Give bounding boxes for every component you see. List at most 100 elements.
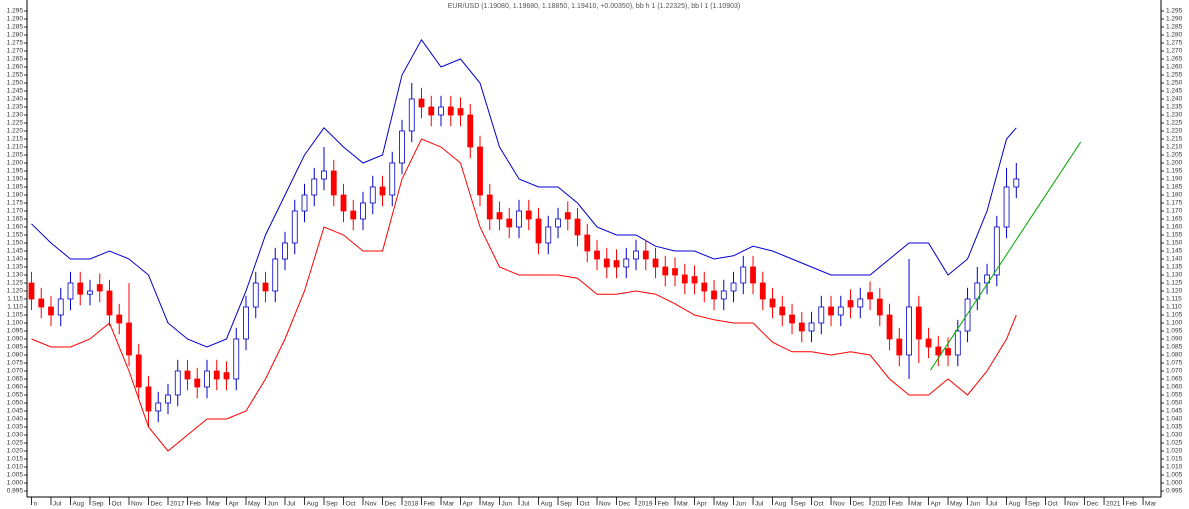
x-tick-label: May — [950, 501, 963, 508]
candle-body — [350, 210, 357, 220]
y-tick-label-right: 1.215 — [1166, 136, 1183, 143]
candle-body — [681, 274, 688, 284]
candle-body — [262, 282, 269, 292]
x-tick-label: Oct — [1048, 501, 1058, 508]
x-tick-label: Aug — [72, 501, 84, 508]
candle-body — [847, 300, 854, 308]
candle-body — [233, 338, 240, 380]
y-tick-label: 1.245 — [7, 88, 24, 95]
y-tick-label-right: 1.050 — [1166, 400, 1183, 407]
y-tick-label-right: 1.180 — [1166, 192, 1183, 199]
y-tick-label: 1.025 — [7, 440, 24, 447]
x-tick-label: Feb — [658, 501, 670, 508]
x-tick-label: Nov — [131, 501, 143, 508]
y-tick-label-right: 1.075 — [1166, 360, 1183, 367]
candle-body — [730, 282, 737, 292]
candle-body — [243, 306, 249, 340]
candle-body — [467, 114, 474, 148]
y-tick-label-right: 1.285 — [1166, 24, 1183, 31]
candle-body — [48, 306, 54, 316]
x-tick-label: Apr — [228, 501, 239, 508]
y-tick-label-right: 1.070 — [1166, 368, 1183, 375]
lower-band — [31, 138, 1017, 452]
candle-body — [399, 130, 405, 164]
x-tick-label: Mar — [911, 501, 923, 508]
y-tick-label: 1.100 — [7, 320, 24, 327]
x-tick-label: Feb — [1126, 501, 1138, 508]
x-tick-label: Sep — [1028, 501, 1040, 508]
y-tick-label: 1.250 — [7, 80, 24, 87]
y-tick-label-right: 1.085 — [1166, 344, 1183, 351]
x-tick-label: Mar — [209, 501, 221, 508]
y-tick-label-right: 1.175 — [1166, 200, 1183, 207]
x-tick-label: Dec — [853, 501, 865, 508]
candle-body — [408, 98, 415, 132]
candle-body — [740, 266, 747, 284]
y-tick-label: 1.145 — [7, 248, 24, 255]
candle-body — [389, 162, 396, 196]
candle-body — [886, 314, 893, 340]
y-tick-label-right: 1.005 — [1166, 472, 1183, 479]
x-tick-label: Jun — [736, 501, 747, 508]
x-tick-label: Mar — [443, 501, 455, 508]
upper-band — [31, 38, 1017, 348]
y-tick-label: 1.070 — [7, 368, 24, 375]
y-tick-label: 1.255 — [7, 72, 24, 79]
y-tick-label-right: 1.035 — [1166, 424, 1183, 431]
y-tick-label-right: 1.280 — [1166, 32, 1183, 39]
x-tick-label: Apr — [931, 501, 942, 508]
y-tick-label: 1.095 — [7, 328, 24, 335]
y-tick-label: 1.110 — [7, 304, 23, 311]
candle-body — [194, 378, 201, 388]
candle-body — [282, 242, 288, 260]
candle-body — [555, 218, 561, 228]
y-tick-label-right: 1.150 — [1166, 240, 1183, 247]
x-tick-label: Mar — [677, 501, 689, 508]
candle-body — [896, 338, 903, 356]
candle-body — [106, 290, 113, 316]
candle-body — [155, 402, 162, 412]
x-tick-label: Aug — [541, 501, 553, 508]
y-tick-label: 1.210 — [7, 144, 24, 151]
y-tick-label: 1.280 — [7, 32, 24, 39]
x-tick-label: Nov — [833, 501, 845, 508]
x-tick-label: Oct — [346, 501, 356, 508]
y-tick-label-right: 1.100 — [1166, 320, 1183, 327]
y-tick-label: 1.225 — [7, 120, 24, 127]
y-tick-label-right: 1.040 — [1166, 416, 1183, 423]
x-tick-label: Jun — [970, 501, 981, 508]
y-tick-label: 1.105 — [7, 312, 24, 319]
candle-body — [369, 186, 376, 204]
y-tick-label: 1.090 — [7, 336, 24, 343]
x-tick-label: Apr — [697, 501, 708, 508]
y-tick-label: 1.275 — [7, 40, 24, 47]
candle-body — [642, 250, 649, 260]
candle-body — [545, 226, 552, 244]
x-tick-label: May — [482, 501, 495, 508]
y-tick-label: 1.175 — [7, 200, 24, 207]
y-tick-label: 1.220 — [7, 128, 24, 135]
y-tick-label: 1.030 — [7, 432, 24, 439]
x-tick-label: May — [248, 501, 261, 508]
y-tick-label-right: 1.290 — [1166, 16, 1183, 23]
y-tick-label-right: 1.135 — [1166, 264, 1183, 271]
y-tick-label: 1.285 — [7, 24, 24, 31]
y-tick-label-right: 1.080 — [1166, 352, 1183, 359]
candle-body — [38, 298, 45, 308]
y-tick-label: 1.160 — [7, 224, 24, 231]
y-tick-label: 1.140 — [7, 256, 24, 263]
candle-body — [925, 338, 932, 348]
y-tick-label-right: 1.015 — [1166, 456, 1183, 463]
candle-body — [272, 258, 279, 292]
y-tick-label-right: 1.025 — [1166, 440, 1183, 447]
x-tick-label: Mar — [1145, 501, 1157, 508]
candle-body — [301, 194, 308, 212]
candle-body — [613, 260, 620, 268]
x-tick-label: Jul — [287, 501, 296, 508]
trend-line — [930, 141, 1082, 371]
x-tick-label: Dec — [619, 501, 631, 508]
y-tick-label: 1.075 — [7, 360, 24, 367]
candle-body — [496, 212, 503, 220]
x-tick-label: May — [716, 501, 729, 508]
